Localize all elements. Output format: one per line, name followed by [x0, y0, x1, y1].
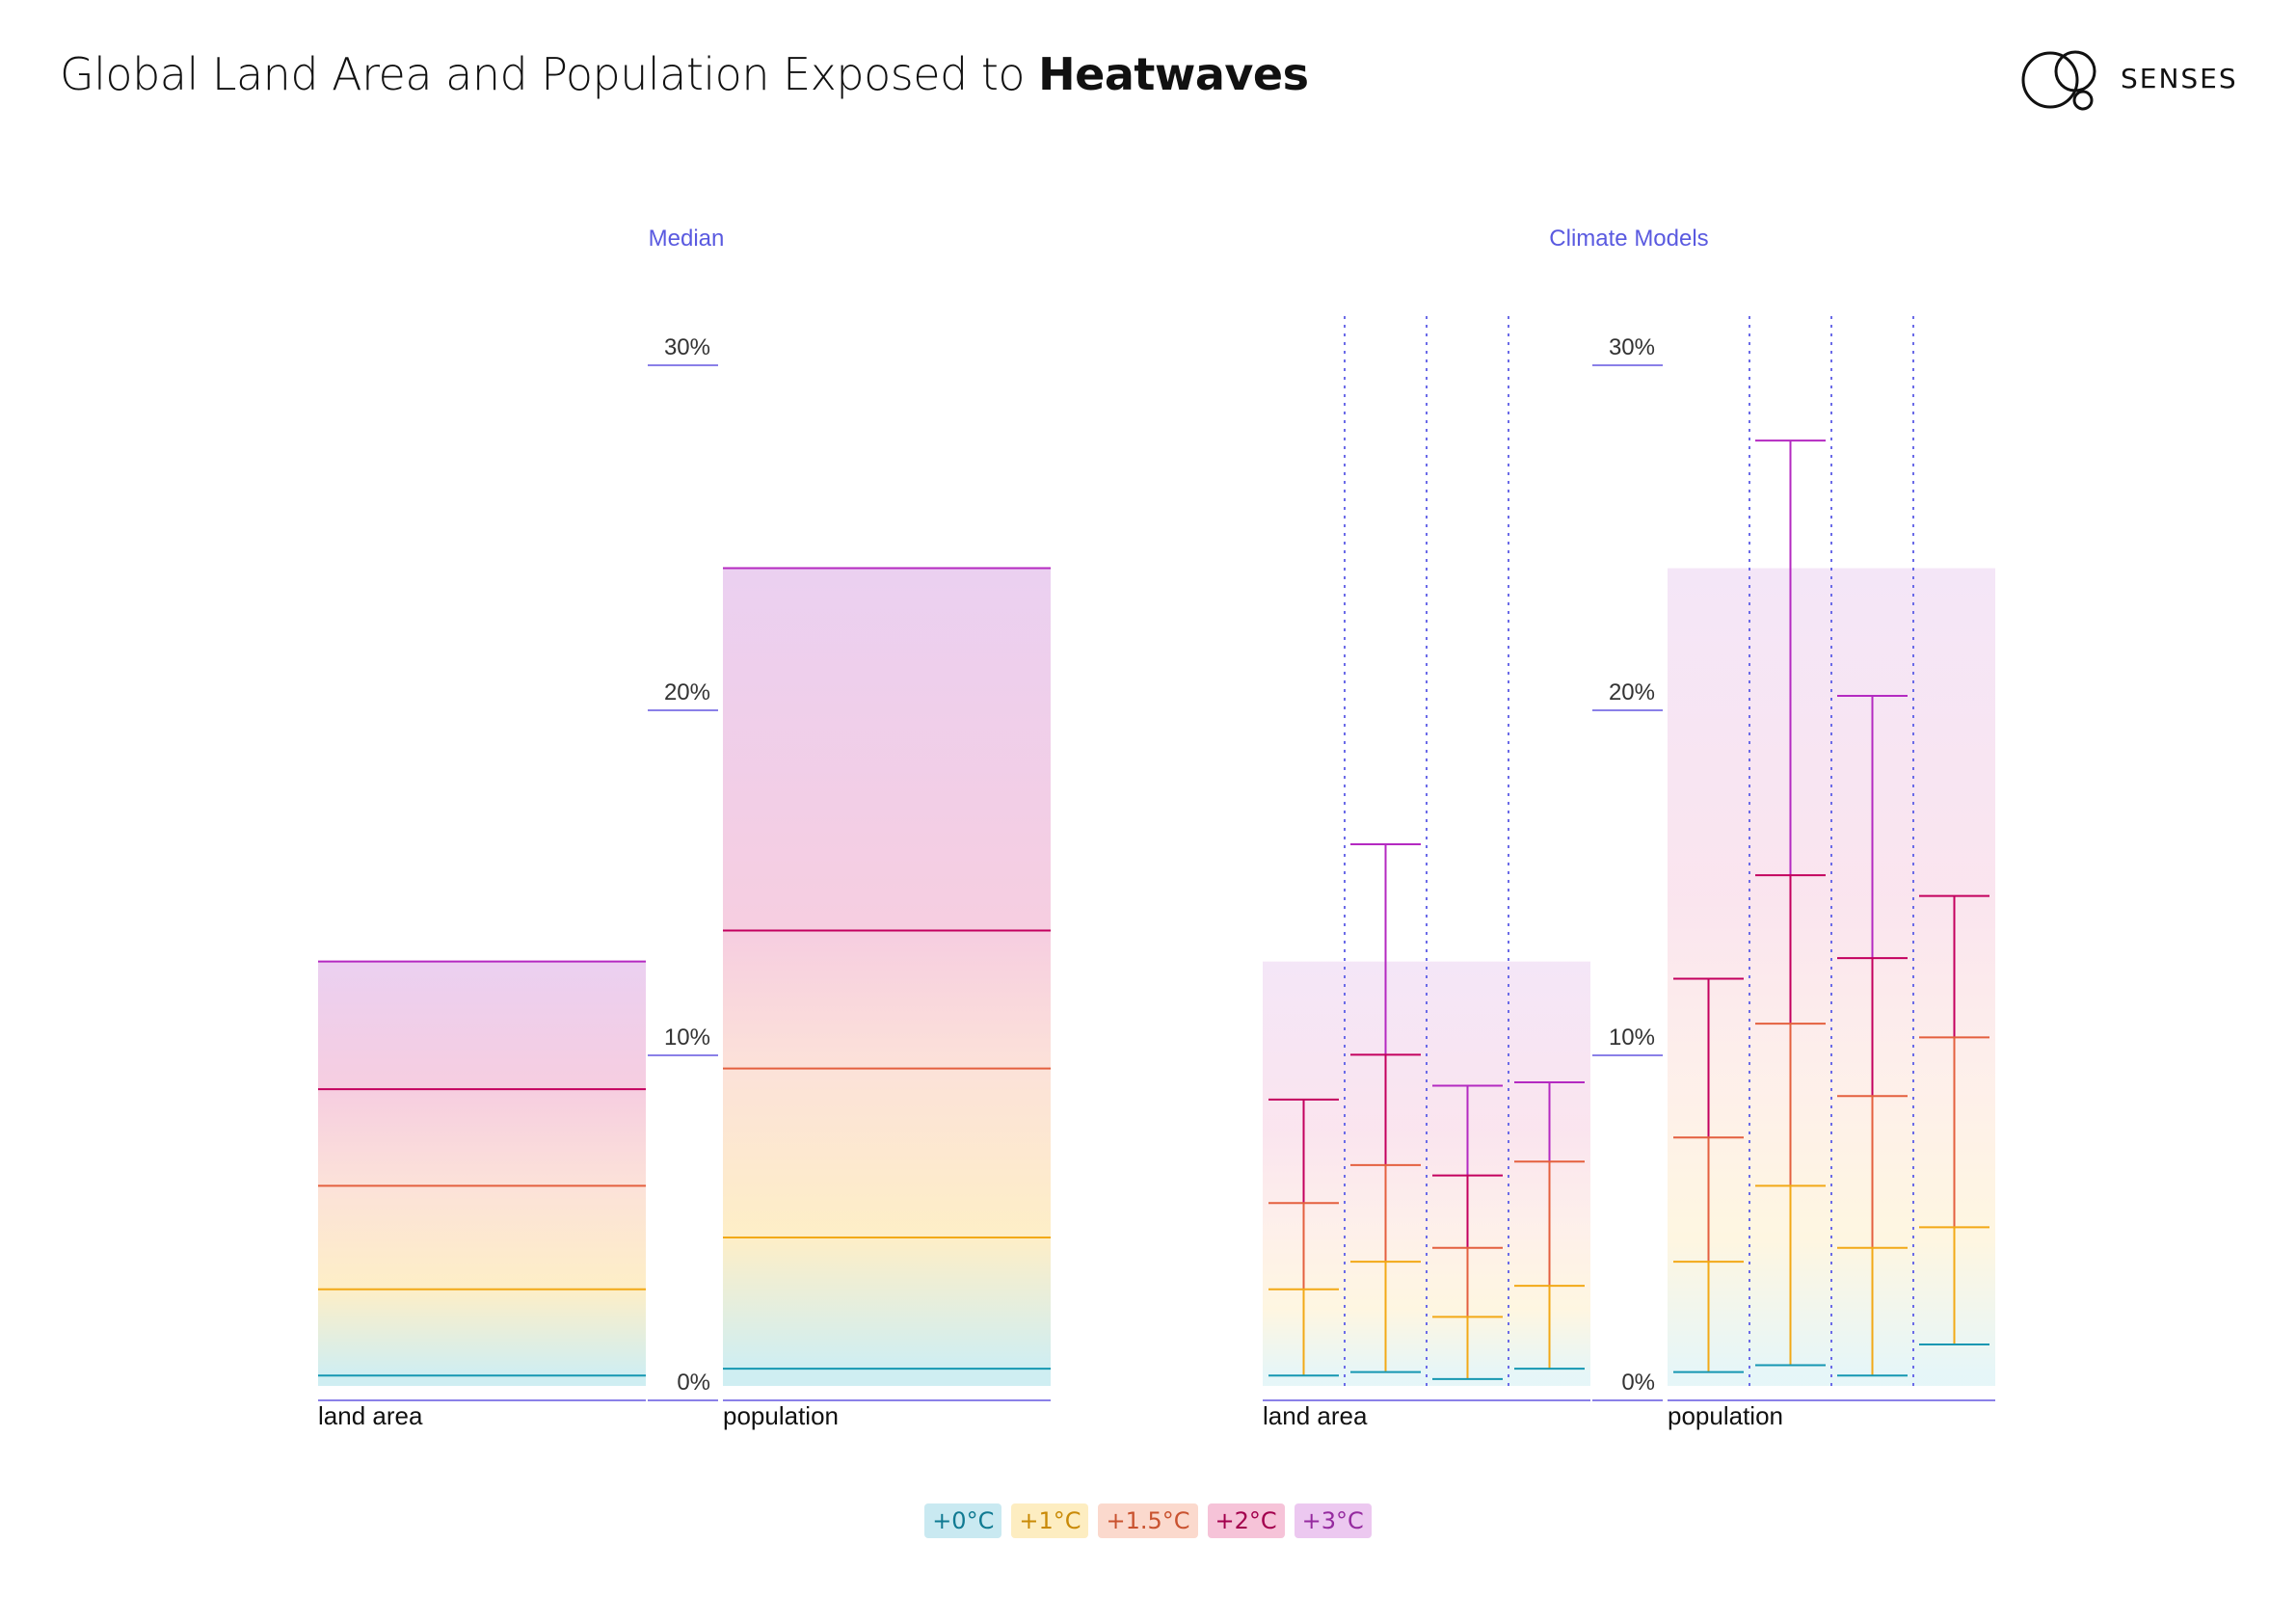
legend-item: +2°C [1207, 1503, 1285, 1538]
panel-title-climate-models: Climate Models [1549, 226, 1708, 252]
legend: +0°C +1°C +1.5°C +2°C +3°C [0, 1503, 2296, 1538]
axis-tick-label: 20% [664, 679, 710, 705]
panel-title-median: Median [649, 226, 725, 252]
title-bold: Heatwaves [1038, 48, 1309, 100]
axis-tick-label: 0% [1621, 1370, 1655, 1396]
axis-tick-label: 10% [664, 1024, 710, 1051]
model-band-fill [1263, 961, 1590, 1386]
legend-item: +0°C [924, 1503, 1002, 1538]
axis-tick-label: 30% [1609, 334, 1655, 360]
axis-tick-label: 10% [1609, 1024, 1655, 1051]
chart-title: Global Land Area and Population Exposed … [60, 48, 1309, 100]
category-label: population [723, 1401, 839, 1430]
axis-tick-label: 20% [1609, 679, 1655, 705]
category-label: land area [318, 1401, 423, 1430]
legend-item: +1.5°C [1098, 1503, 1198, 1538]
logo-text: SENSES [2121, 63, 2238, 94]
legend-item: +3°C [1294, 1503, 1372, 1538]
median-bar-fill [723, 568, 1051, 1386]
category-label: population [1668, 1401, 1783, 1430]
title-prefix: Global Land Area and Population Exposed … [60, 48, 1039, 100]
median-bar-fill [318, 961, 646, 1386]
legend-item: +1°C [1011, 1503, 1089, 1538]
senses-circles-icon [2021, 50, 2096, 111]
axis-tick-label: 30% [664, 334, 710, 360]
axis-tick-label: 0% [677, 1370, 710, 1396]
category-label: land area [1263, 1401, 1368, 1430]
